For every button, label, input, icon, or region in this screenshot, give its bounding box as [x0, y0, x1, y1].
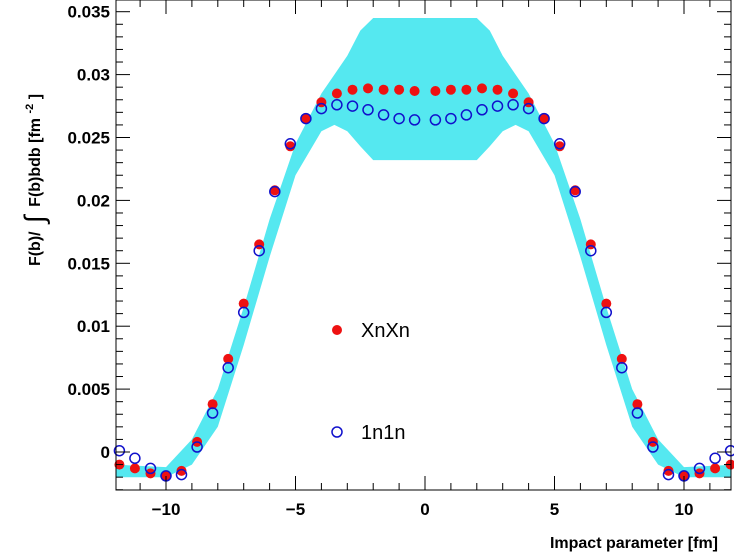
xnxn-point: [461, 84, 472, 95]
xnxn-point: [300, 113, 311, 124]
1n1n-point: [491, 100, 504, 112]
1n1n-point: [113, 444, 126, 457]
axis-ticks: [116, 0, 731, 491]
y-axis-title-superscript: -2: [24, 104, 36, 114]
1n1n-point: [522, 102, 535, 115]
plot-frame: [115, 0, 732, 491]
y-tick-label: 0.035: [67, 3, 110, 22]
1n1n-point: [331, 99, 343, 111]
legend-marker-1n1n: [331, 426, 343, 438]
y-axis-title-suffix: ]: [27, 94, 44, 99]
xnxn-point: [539, 113, 550, 124]
x-tick-label: 0: [420, 500, 429, 519]
1n1n-point: [175, 468, 188, 481]
xnxn-point: [129, 463, 140, 474]
uncertainty-band-layer: [116, 18, 731, 478]
x-axis-title: Impact parameter [fm]: [550, 535, 718, 552]
x-tick-label: 5: [550, 500, 559, 519]
1n1n-point: [507, 99, 519, 111]
1n1n-point: [237, 306, 250, 319]
xnxn-point: [430, 86, 441, 96]
uncertainty-band: [116, 18, 731, 478]
1n1n-point: [709, 452, 721, 465]
1n1n-point: [144, 462, 157, 475]
xnxn-point: [223, 353, 234, 364]
x-tick-label: −5: [286, 500, 305, 519]
1n1n-point: [631, 407, 644, 419]
xnxn-point: [601, 298, 612, 309]
1n1n-point: [129, 452, 141, 465]
y-tick-label: 0: [101, 443, 110, 462]
xnxn-point: [663, 465, 674, 476]
xnxn-point: [492, 84, 503, 95]
1n1n-point: [693, 462, 706, 475]
1n1n-point: [393, 112, 405, 125]
x-tick-label: 10: [675, 500, 694, 519]
xnxn-point: [394, 84, 405, 95]
xnxn-point: [445, 84, 456, 95]
1n1n-point: [315, 102, 328, 115]
1n1n-point: [408, 114, 421, 126]
xnxn-point: [632, 399, 643, 410]
xnxn-point: [710, 463, 721, 474]
1n1n-point: [429, 114, 442, 126]
1n1n-point: [553, 138, 566, 150]
xnxn-point: [679, 470, 689, 481]
y-tick-label: 0.03: [77, 66, 110, 85]
1n1n-point: [362, 104, 374, 116]
xnxn-point: [347, 84, 358, 95]
legend: XnXn 1n1n: [331, 320, 410, 444]
y-axis-title-main: F(b)bdb [fm: [27, 118, 44, 207]
1n1n-point: [476, 104, 488, 116]
xnxn-point: [161, 470, 171, 481]
1n1n-point: [269, 185, 281, 198]
1n1n-point: [445, 112, 457, 125]
xnxn-point: [508, 88, 519, 99]
1n1n-point: [191, 441, 203, 453]
y-axis-title: F(b)/ ∫ F(b)bdb [fm -2 ]: [19, 94, 50, 266]
1n1n-point: [206, 407, 219, 419]
y-tick-label: 0.005: [67, 380, 110, 399]
xnxn-point: [363, 83, 373, 94]
1n1n-point: [538, 112, 550, 125]
1n1n-point: [284, 138, 297, 150]
1n1n-point: [346, 100, 359, 112]
y-tick-label: 0.015: [67, 254, 110, 273]
xnxn-point: [176, 465, 187, 476]
1n1n-point: [600, 306, 613, 319]
1n1n-point: [616, 361, 628, 374]
1n1n-point: [377, 109, 390, 121]
1n1n-point: [647, 441, 659, 453]
legend-marker-xnxn: [332, 325, 342, 335]
1n1n-point: [585, 244, 597, 257]
y-axis-title-prefix: F(b)/: [27, 231, 44, 266]
legend-label-1n1n: 1n1n: [361, 422, 406, 444]
xnxn-point: [378, 84, 389, 95]
y-tick-label: 0.02: [77, 191, 110, 210]
1n1n-point: [662, 468, 675, 481]
legend-label-xnxn: XnXn: [361, 320, 410, 342]
1n1n-point: [222, 361, 234, 374]
xnxn-point: [207, 399, 218, 410]
1n1n-point: [460, 109, 473, 121]
xnxn-point: [616, 353, 627, 364]
1n1n-point: [300, 112, 312, 125]
y-tick-label: 0.01: [77, 317, 110, 336]
svg-text:F(b)/ ∫ F(b)bdb [f: F(b)/ ∫ F(b)bdb [fm -2 ]: [19, 94, 50, 266]
xnxn-point: [477, 83, 487, 94]
1n1n-point: [569, 185, 581, 198]
y-tick-label: 0.025: [67, 129, 110, 148]
axis-tick-labels: −10 −5 0 5 10 0 0.005 0.01 0.015 0.02 0.025 0.03 0.0…: [67, 3, 693, 519]
xnxn-point: [409, 86, 420, 96]
x-tick-label: −10: [152, 500, 181, 519]
1n1n-point: [253, 244, 265, 257]
xnxn-point: [331, 88, 342, 99]
xnxn-point: [238, 298, 249, 309]
